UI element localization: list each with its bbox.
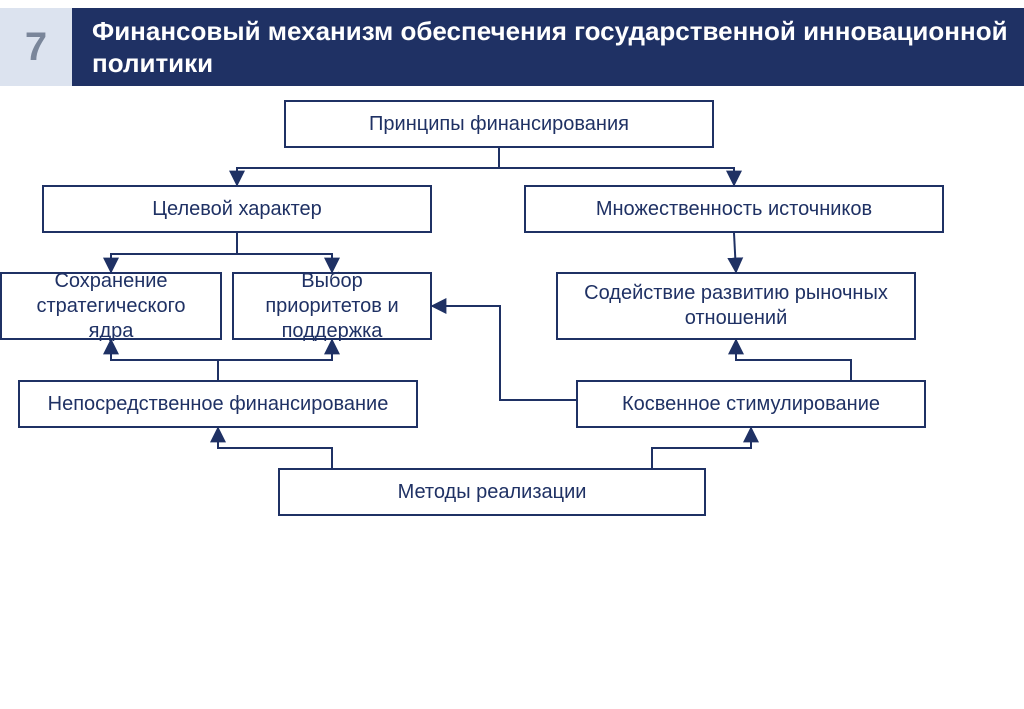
- node-direct: Непосредственное финансирование: [18, 380, 418, 428]
- node-target: Целевой характер: [42, 185, 432, 233]
- node-priorities: Выбор приоритетов и поддержка: [232, 272, 432, 340]
- node-methods: Методы реализации: [278, 468, 706, 516]
- node-core: Сохранение стратегического ядра: [0, 272, 222, 340]
- node-market: Содействие развитию рыночных отношений: [556, 272, 916, 340]
- node-principles: Принципы финансирования: [284, 100, 714, 148]
- node-indirect: Косвенное стимулирование: [576, 380, 926, 428]
- slide-number: 7: [0, 8, 72, 86]
- slide-title: Финансовый механизм обеспечения государс…: [72, 8, 1024, 86]
- node-multiplicity: Множественность источников: [524, 185, 944, 233]
